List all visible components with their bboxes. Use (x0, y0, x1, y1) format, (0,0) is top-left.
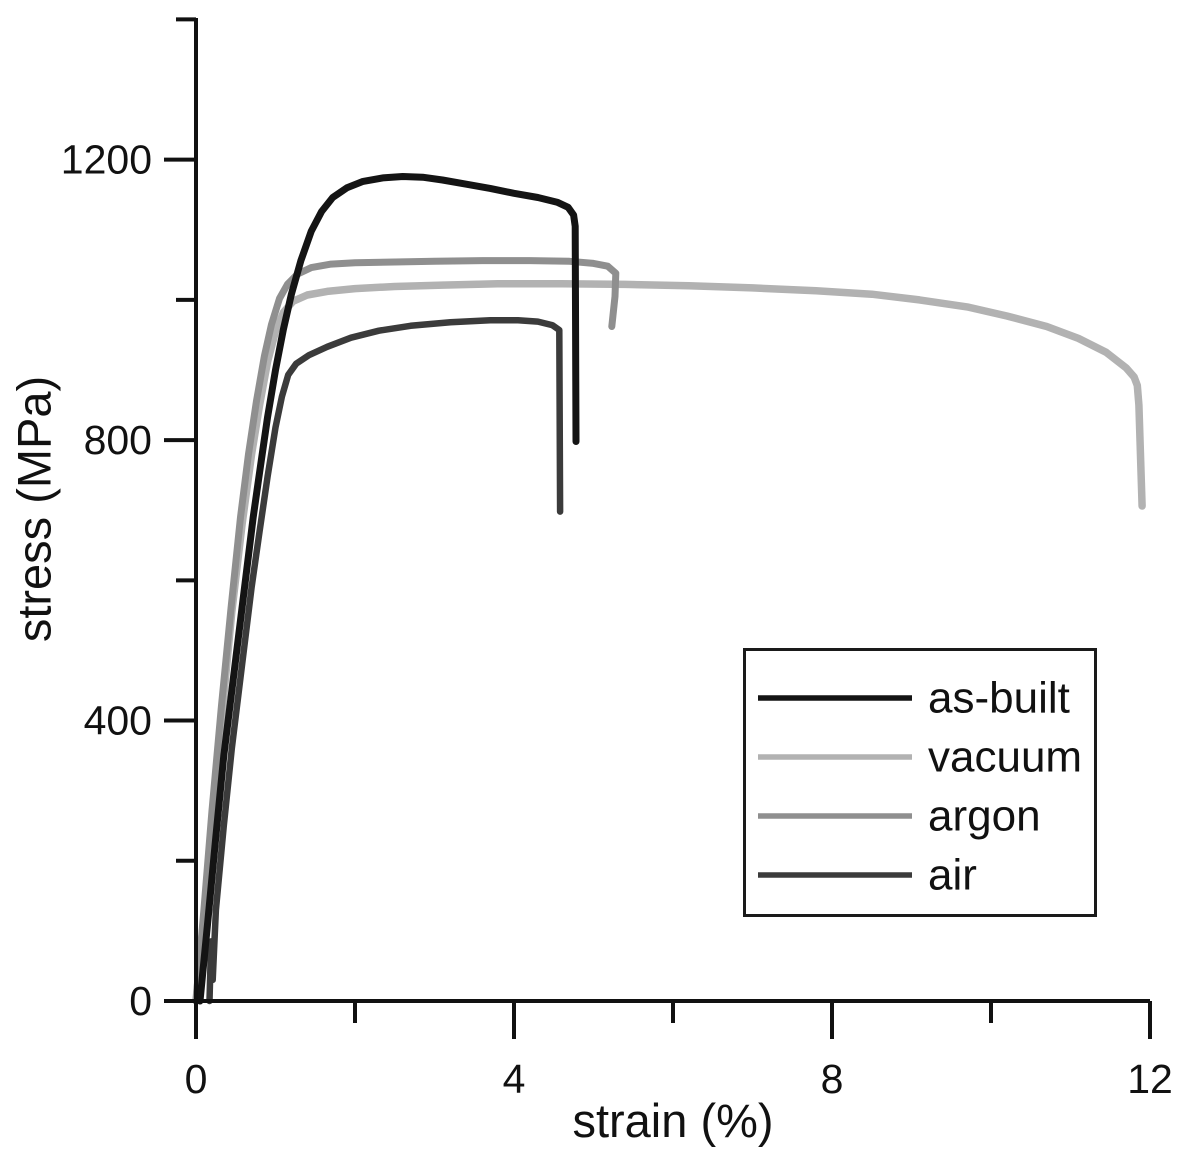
x-axis-title: strain (%) (572, 1094, 773, 1147)
y-axis-tick-label: 0 (129, 978, 152, 1024)
legend-item-as-built: as-built (758, 674, 1070, 723)
y-axis-tick-label: 1200 (61, 137, 152, 183)
x-axis-tick-label: 12 (1127, 1056, 1173, 1102)
y-axis-tick-label: 800 (84, 417, 152, 463)
curve-as-built (196, 173, 580, 1005)
curve-air (206, 316, 564, 1005)
legend-item-vacuum: vacuum (758, 733, 1082, 782)
x-axis-tick-label: 0 (185, 1056, 208, 1102)
y-axis-tick-label: 400 (84, 698, 152, 744)
legend-box: as-built vacuum argon air (743, 648, 1097, 917)
legend-frame (743, 648, 1097, 917)
legend-item-air: air (758, 851, 977, 900)
legend-label: as-built (928, 674, 1070, 723)
legend-item-argon: argon (758, 792, 1041, 841)
axes-layer: 0 4 8 12 0 400 800 1200 (61, 17, 1173, 1102)
curves-layer (192, 173, 1146, 1005)
x-axis-tick-label: 8 (821, 1056, 844, 1102)
legend-label: vacuum (928, 733, 1082, 782)
y-axis-title: stress (MPa) (8, 376, 61, 642)
legend-label: argon (928, 792, 1041, 841)
legend-label: air (928, 851, 977, 900)
curve-argon (192, 257, 620, 1005)
x-axis-tick-label: 4 (503, 1056, 526, 1102)
